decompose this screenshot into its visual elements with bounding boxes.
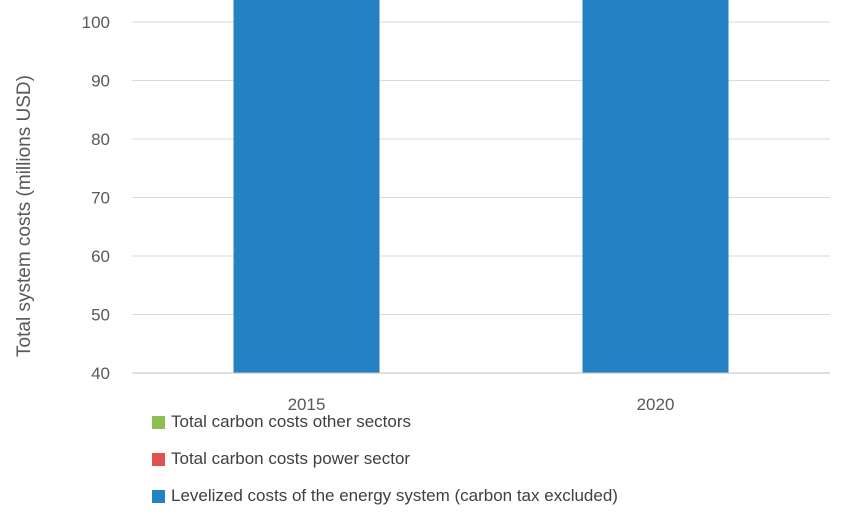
axes: 40 50 60 70 80 90 100 2015 2020 bbox=[82, 13, 830, 414]
y-axis-title: Total system costs (millions USD) bbox=[14, 75, 35, 357]
legend-label: Total carbon costs power sector bbox=[171, 449, 411, 468]
y-tick-label: 40 bbox=[91, 364, 110, 383]
x-tick-label: 2020 bbox=[637, 395, 675, 414]
y-tick-label: 100 bbox=[82, 13, 110, 32]
legend-item: Levelized costs of the energy system (ca… bbox=[152, 486, 618, 506]
bar-segment bbox=[233, 0, 380, 373]
legend: Total carbon costs other sectors Total ca… bbox=[152, 412, 618, 523]
y-tick-label: 50 bbox=[91, 306, 110, 325]
bar-segment bbox=[582, 0, 729, 374]
legend-item: Total carbon costs power sector bbox=[152, 449, 618, 469]
y-tick-label: 60 bbox=[91, 247, 110, 266]
y-tick-label: 70 bbox=[91, 189, 110, 208]
legend-swatch bbox=[152, 489, 165, 503]
x-tick-label: 2015 bbox=[288, 395, 326, 414]
bars bbox=[233, 0, 729, 374]
legend-swatch bbox=[152, 452, 165, 466]
legend-swatch bbox=[152, 415, 165, 429]
legend-label: Total carbon costs other sectors bbox=[171, 412, 412, 431]
y-tick-label: 80 bbox=[91, 130, 110, 149]
legend-label: Levelized costs of the energy system (ca… bbox=[171, 486, 618, 505]
legend-item: Total carbon costs other sectors bbox=[152, 412, 618, 432]
y-tick-label: 90 bbox=[91, 72, 110, 91]
